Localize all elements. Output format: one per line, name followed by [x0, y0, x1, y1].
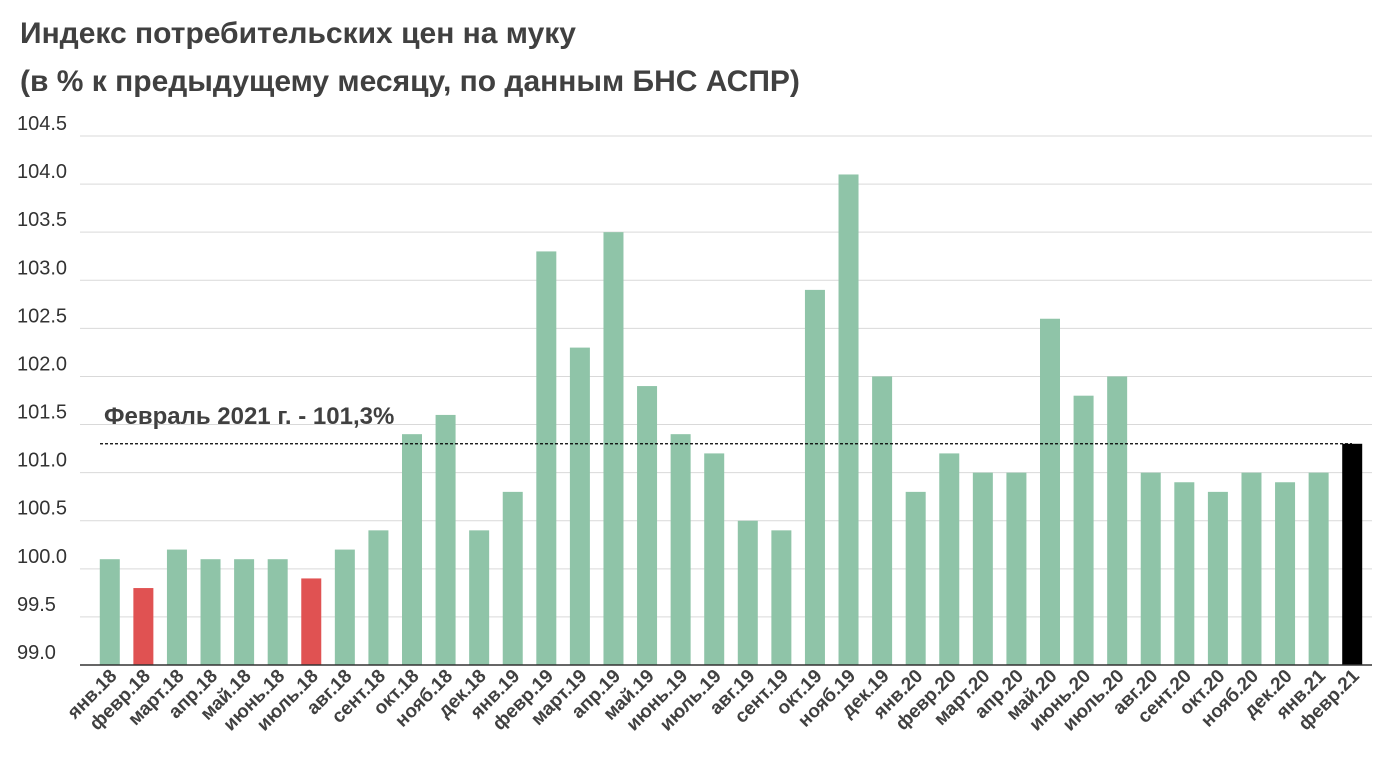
- bar: [771, 530, 792, 665]
- bar: [838, 174, 859, 666]
- bar: [872, 376, 893, 665]
- bar: [972, 472, 993, 665]
- bar: [1342, 443, 1363, 665]
- chart-title-block: Индекс потребительских цен на муку (в % …: [20, 10, 800, 106]
- bar: [234, 559, 255, 665]
- y-tick-label: 100.5: [17, 498, 67, 520]
- bar: [1006, 472, 1027, 665]
- bar: [301, 578, 322, 665]
- y-tick-label: 103.5: [17, 209, 67, 231]
- bar: [603, 232, 624, 665]
- bar: [804, 289, 825, 665]
- bar: [1107, 376, 1128, 665]
- y-tick-label: 99.0: [17, 642, 56, 664]
- x-axis-ticks: янв.18февр.18март.18апр.18май.18июнь.18и…: [63, 665, 1364, 735]
- bar: [939, 453, 960, 665]
- bar: [267, 559, 288, 665]
- bar: [670, 434, 691, 665]
- y-tick-label: 104.5: [17, 113, 67, 135]
- bar: [704, 453, 725, 665]
- bar: [402, 434, 422, 665]
- bar: [99, 559, 120, 665]
- y-tick-label: 102.0: [17, 353, 67, 375]
- bar: [1207, 491, 1228, 665]
- bar: [1174, 482, 1195, 665]
- bar: [1308, 472, 1329, 665]
- bar: [1073, 395, 1094, 665]
- chart-title: Индекс потребительских цен на муку: [20, 17, 576, 50]
- bar: [905, 491, 926, 665]
- chart-subtitle: (в % к предыдущему месяцу, по данным БНС…: [20, 65, 800, 98]
- bar: [737, 520, 758, 665]
- bar: [435, 414, 456, 665]
- bar: [166, 549, 187, 665]
- bar: [1241, 472, 1262, 665]
- y-tick-label: 100.0: [17, 546, 67, 568]
- y-tick-label: 103.0: [17, 257, 67, 279]
- y-axis-ticks: 99.0 99.5 100.0 100.5 101.0 101.5 102.0 102.5 10…: [17, 113, 67, 664]
- bar: [637, 386, 658, 665]
- y-tick-label: 99.5: [17, 594, 56, 616]
- bars-layer: [99, 174, 1363, 666]
- bar: [536, 251, 557, 665]
- y-tick-label: 101.5: [17, 402, 67, 424]
- bar: [368, 530, 389, 665]
- bar: [1275, 482, 1296, 665]
- bar: [502, 491, 523, 665]
- y-tick-label: 104.0: [17, 161, 67, 183]
- bar: [334, 549, 355, 665]
- bar: [133, 588, 154, 665]
- bar: [569, 347, 590, 665]
- y-tick-label: 101.0: [17, 450, 67, 472]
- bar: [1140, 472, 1161, 665]
- bar: [200, 559, 221, 665]
- reference-annotation: Февраль 2021 г. - 101,3%: [104, 403, 394, 430]
- y-tick-label: 102.5: [17, 305, 67, 327]
- bar: [1040, 318, 1060, 665]
- bar: [469, 530, 490, 665]
